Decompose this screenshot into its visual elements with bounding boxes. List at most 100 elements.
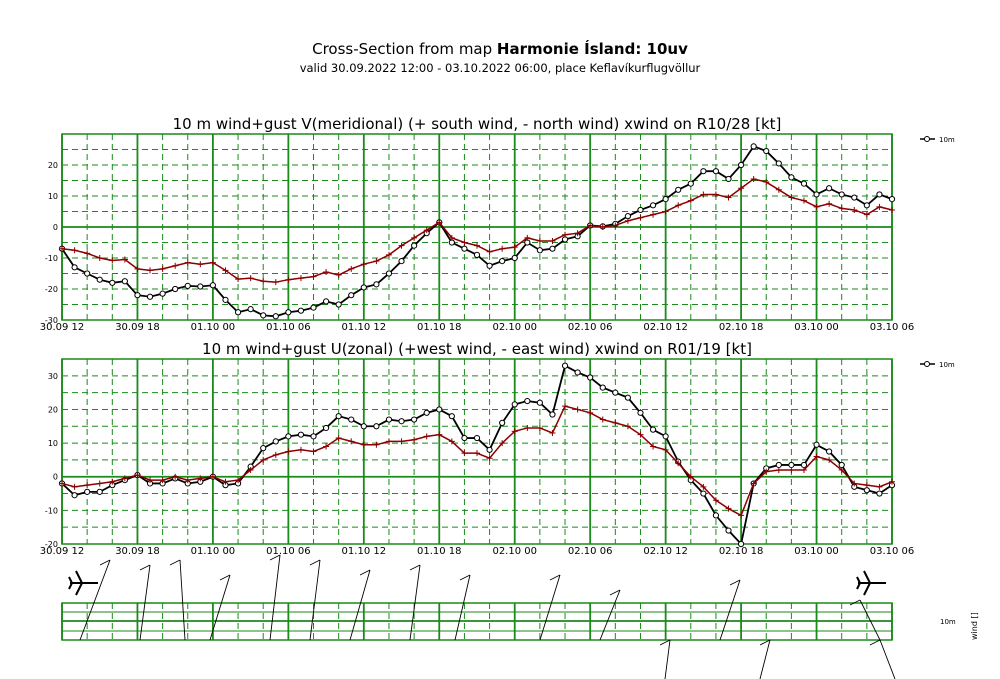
x-tick-label: 01.10 12 [342,546,387,557]
data-point [335,301,342,308]
wind-barb [539,574,561,641]
airplane-shape [68,570,98,596]
data-point [260,278,267,285]
data-point [536,237,543,244]
data-point [511,428,518,435]
data-point [838,461,845,469]
data-point [348,292,355,299]
data-point [800,461,808,469]
panel-title: 10 m wind+gust U(zonal) (+west wind, - e… [202,340,752,358]
data-point [511,401,518,408]
x-tick-label: 01.10 00 [191,546,236,557]
wind-barb-flag [359,569,371,576]
data-point [285,276,292,283]
legend-marker [924,361,930,367]
data-point [96,488,103,495]
data-point [876,203,883,210]
data-point [712,191,719,198]
data-point [486,248,493,255]
data-point [360,423,367,430]
data-point [411,242,418,249]
wind-barb [79,559,111,641]
data-point [524,397,531,405]
data-point [473,434,481,442]
data-point [826,185,833,192]
data-point [587,222,594,229]
series-line-gust [61,178,893,283]
wind-barb-flag [729,579,741,586]
data-point [172,285,179,293]
data-point [109,478,116,485]
data-point [549,237,556,244]
y-tick-label: 10 [48,439,58,448]
data-point [411,436,418,443]
data-point [398,258,405,265]
data-point [687,180,694,187]
wind-barb [309,559,321,641]
data-point [209,282,217,289]
series-line-gust [61,405,893,517]
data-point [624,394,632,401]
data-point [738,185,745,192]
data-point [750,480,757,487]
x-tick-label: 03.10 06 [870,322,915,333]
wind-barb-flag [549,574,561,581]
x-tick-label: 03.10 00 [794,322,839,333]
data-point [84,482,91,489]
wind-barb [599,589,621,641]
data-point [297,307,305,314]
data-point [398,438,405,445]
page-title: Cross-Section from map Harmonie Ísland: … [312,40,688,58]
wind-barb-panel [61,554,896,679]
data-point [373,423,380,430]
data-point [285,448,292,455]
airplane-shape [856,570,886,596]
data-point [197,261,204,268]
data-point [813,441,820,448]
data-point [712,168,720,175]
data-point [474,242,480,249]
wind-barb-flag [849,599,861,606]
data-point [234,309,242,316]
data-point [373,258,380,265]
data-point [511,244,518,251]
wind-barb [664,639,671,679]
data-point [499,245,506,252]
x-tick-label: 02.10 12 [643,546,688,557]
data-point [323,443,330,450]
data-point [335,272,342,279]
wind-barb [454,574,471,641]
data-point [863,202,870,209]
data-point [448,234,455,241]
data-point [888,196,896,203]
y-tick-label: -10 [45,506,58,515]
data-point [373,441,380,448]
data-point [536,399,543,406]
data-point [235,276,242,283]
data-point [159,265,166,272]
data-point [197,283,204,290]
data-point [536,247,543,254]
barb-axis-label: wind [] [970,612,979,640]
data-point [285,433,292,440]
data-point [448,438,455,445]
data-point [436,431,443,438]
data-point [876,490,883,497]
wind-barb [859,599,881,641]
data-point [247,306,254,313]
data-point [411,416,418,423]
data-point [310,304,317,311]
wind-barb-flag [139,564,151,571]
data-point [574,406,581,413]
data-point [121,475,128,482]
data-point [147,477,154,484]
data-point [310,448,317,455]
data-point [851,480,858,487]
data-point [398,242,405,249]
data-point [675,202,682,209]
x-tick-label: 02.10 12 [643,322,688,333]
x-tick-label: 02.10 18 [719,546,764,557]
data-point [222,478,229,485]
data-point [109,257,116,264]
